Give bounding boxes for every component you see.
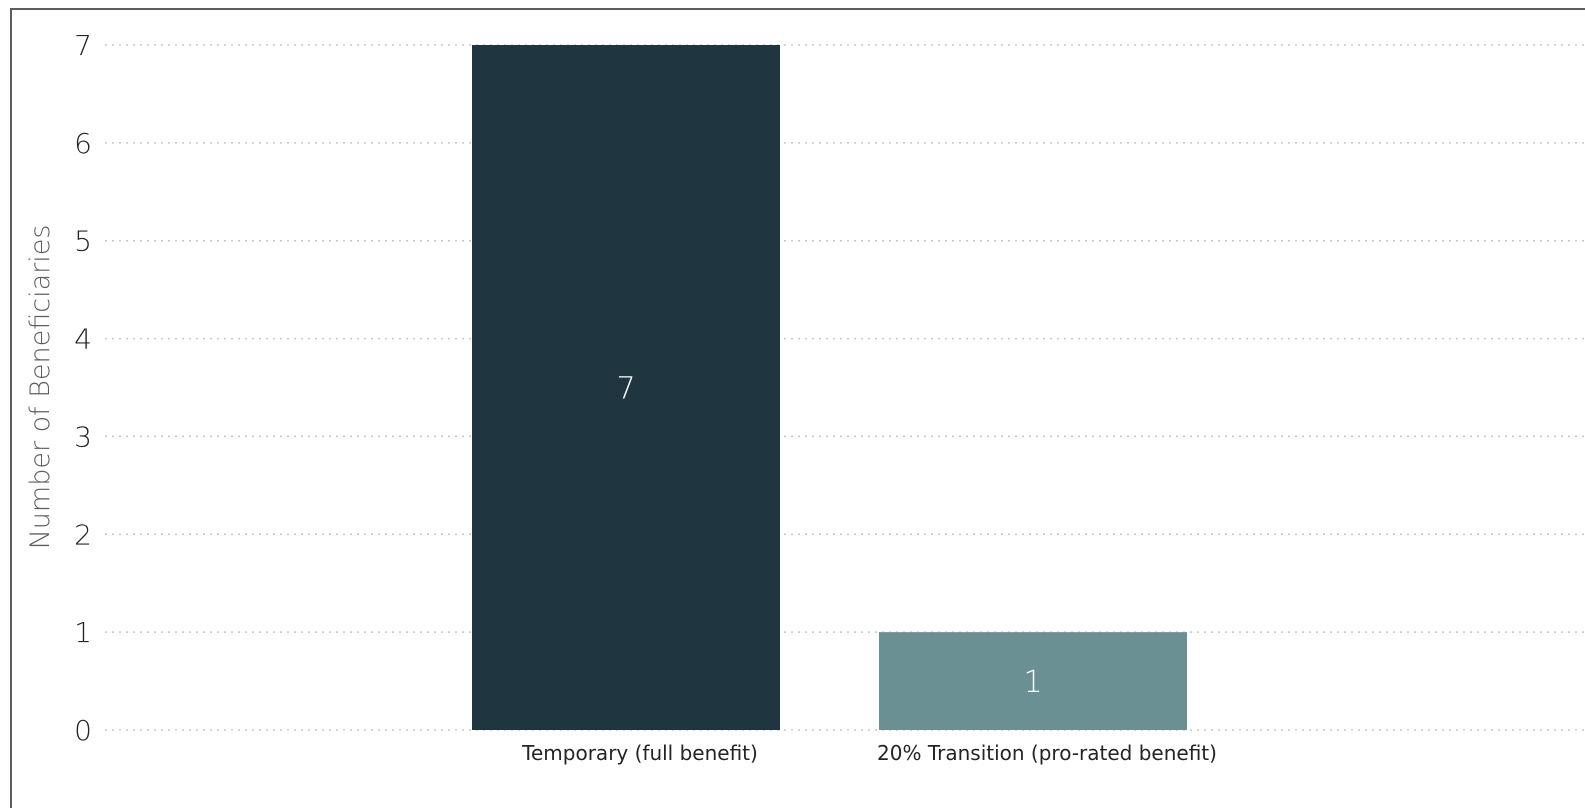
y-tick-label: 0 bbox=[74, 714, 92, 747]
data-labels: 71 bbox=[616, 372, 1042, 701]
bar-data-label: 1 bbox=[1023, 665, 1042, 700]
gridlines bbox=[105, 44, 1585, 731]
y-tick-label: 5 bbox=[74, 225, 92, 258]
bar[interactable] bbox=[472, 45, 780, 730]
bar-data-label: 7 bbox=[616, 372, 635, 407]
y-tick-label: 4 bbox=[74, 323, 92, 356]
x-category-label: Temporary (full benefit) bbox=[521, 741, 758, 765]
x-axis-categories: Temporary (full benefit) 20% Transition (… bbox=[521, 741, 1217, 765]
x-category-label: 20% Transition (pro-rated benefit) bbox=[877, 741, 1217, 765]
chart-frame bbox=[10, 8, 1585, 808]
y-axis-ticks: 0 1 2 3 4 5 6 7 bbox=[74, 29, 92, 747]
y-tick-label: 3 bbox=[74, 420, 92, 453]
y-axis-title: Number of Beneficiaries bbox=[25, 225, 56, 550]
y-tick-label: 7 bbox=[74, 29, 92, 62]
bar[interactable] bbox=[879, 632, 1187, 730]
y-tick-label: 1 bbox=[74, 616, 92, 649]
y-tick-label: 2 bbox=[74, 518, 92, 551]
y-tick-label: 6 bbox=[74, 127, 92, 160]
bars bbox=[472, 45, 1187, 730]
